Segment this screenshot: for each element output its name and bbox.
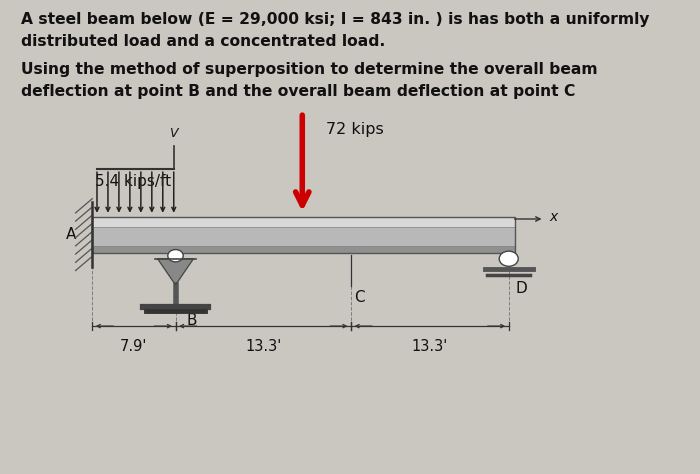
Text: V: V xyxy=(169,127,178,140)
Text: C: C xyxy=(354,290,365,305)
Text: A steel beam below (E = 29,000 ksi; I = 843 in. ) is has both a uniformly: A steel beam below (E = 29,000 ksi; I = … xyxy=(21,12,650,27)
Text: distributed load and a concentrated load.: distributed load and a concentrated load… xyxy=(21,34,385,49)
Text: deflection at point B and the overall beam deflection at point C: deflection at point B and the overall be… xyxy=(21,84,575,99)
Text: 5.4 kips/ft: 5.4 kips/ft xyxy=(95,173,172,189)
Text: 13.3': 13.3' xyxy=(245,339,281,355)
Text: B: B xyxy=(186,313,197,328)
Bar xyxy=(92,217,514,227)
Bar xyxy=(92,217,514,253)
Circle shape xyxy=(499,251,518,266)
Text: 72 kips: 72 kips xyxy=(326,122,384,137)
Polygon shape xyxy=(158,259,193,285)
Text: Using the method of superposition to determine the overall beam: Using the method of superposition to det… xyxy=(21,62,598,77)
Circle shape xyxy=(168,249,183,262)
Text: 7.9': 7.9' xyxy=(120,339,148,355)
Bar xyxy=(92,227,514,246)
Bar xyxy=(92,246,514,253)
Text: A: A xyxy=(66,227,76,242)
Text: 13.3': 13.3' xyxy=(412,339,448,355)
Text: x: x xyxy=(550,210,557,224)
Text: D: D xyxy=(516,281,528,296)
